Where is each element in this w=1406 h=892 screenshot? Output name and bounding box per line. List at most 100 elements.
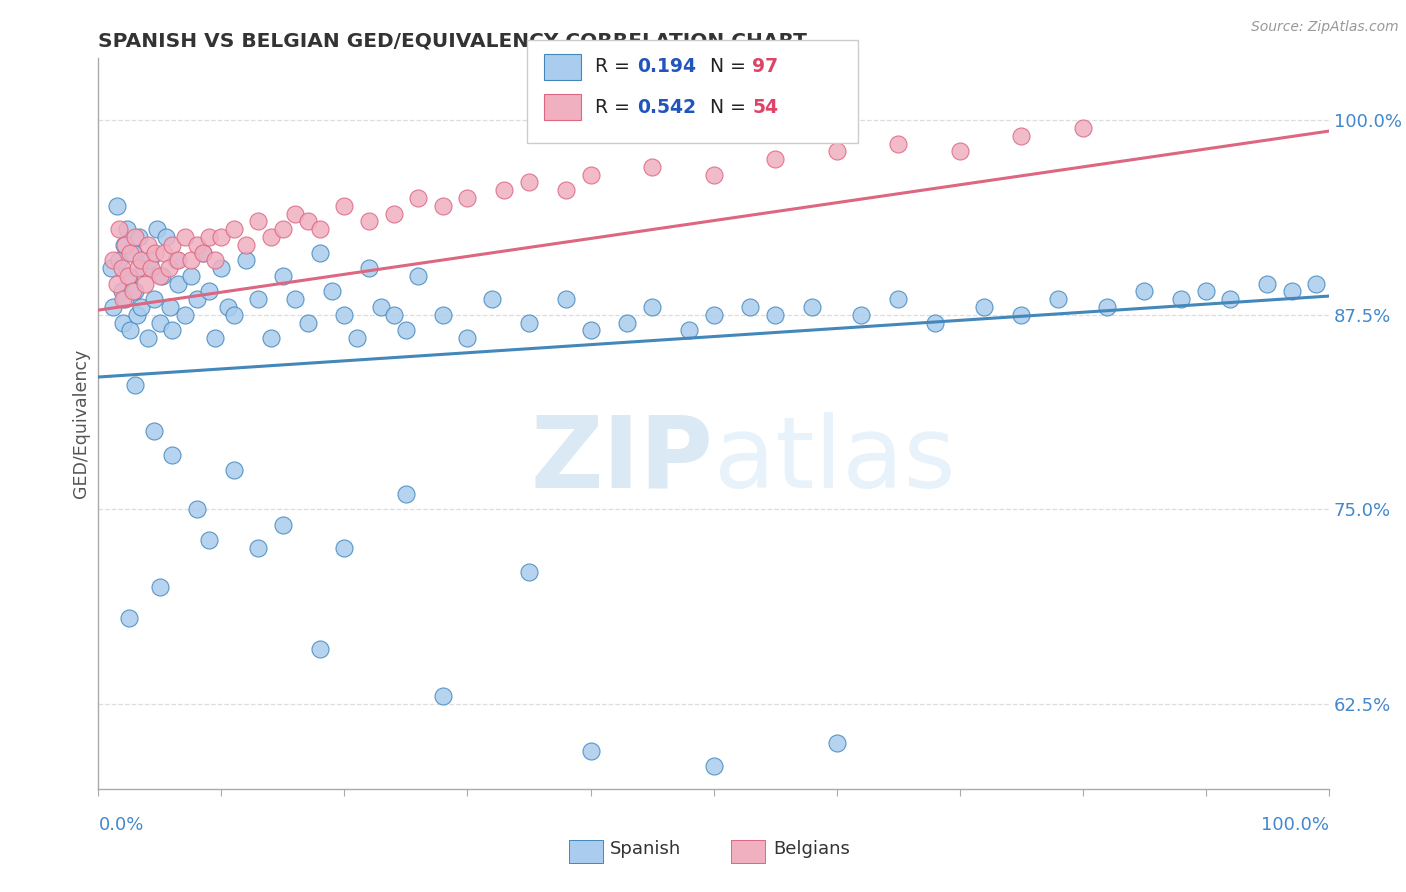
Point [359, 214, 381, 228]
Point [198, 533, 221, 548]
Point [127, 261, 149, 276]
Point [333, 199, 356, 213]
Point [579, 323, 602, 337]
Point [162, 323, 183, 337]
Point [1133, 285, 1156, 299]
Point [703, 308, 725, 322]
Text: ZIP: ZIP [530, 412, 714, 508]
Point [517, 316, 540, 330]
Point [284, 292, 307, 306]
Point [146, 222, 169, 236]
Point [152, 268, 174, 283]
Point [103, 300, 125, 314]
Point [887, 136, 910, 151]
Point [616, 316, 638, 330]
Point [143, 245, 166, 260]
Point [191, 245, 214, 260]
Text: 0.542: 0.542 [637, 97, 696, 117]
Point [1256, 277, 1278, 291]
Point [849, 308, 872, 322]
Point [260, 331, 283, 345]
Point [142, 425, 165, 439]
Point [703, 168, 725, 182]
Point [271, 222, 294, 236]
Point [763, 152, 786, 166]
Point [149, 580, 172, 594]
Point [115, 222, 138, 236]
Point [370, 300, 392, 314]
Point [1195, 285, 1218, 299]
Text: Belgians: Belgians [773, 840, 851, 858]
Point [641, 300, 664, 314]
Point [297, 316, 319, 330]
Point [235, 237, 257, 252]
Point [432, 689, 454, 703]
Point [1305, 277, 1327, 291]
Point [801, 300, 824, 314]
Point [134, 277, 156, 291]
Point [155, 230, 177, 244]
Point [112, 316, 135, 330]
Point [456, 191, 478, 205]
Text: N =: N = [710, 57, 752, 77]
Point [167, 277, 190, 291]
Point [100, 261, 122, 276]
Text: 0.0%: 0.0% [98, 816, 143, 834]
Point [740, 300, 762, 314]
Point [117, 268, 139, 283]
Point [382, 206, 405, 220]
Text: R =: R = [595, 57, 636, 77]
Point [122, 245, 145, 260]
Point [235, 253, 257, 268]
Point [198, 230, 221, 244]
Point [1071, 121, 1094, 136]
Point [149, 268, 172, 283]
Text: SPANISH VS BELGIAN GED/EQUIVALENCY CORRELATION CHART: SPANISH VS BELGIAN GED/EQUIVALENCY CORRE… [98, 31, 807, 50]
Point [180, 268, 202, 283]
Point [108, 253, 131, 268]
Point [118, 268, 141, 283]
Point [924, 316, 946, 330]
Point [108, 222, 131, 236]
Point [122, 285, 145, 299]
Point [103, 253, 125, 268]
Point [456, 331, 478, 345]
Point [120, 245, 142, 260]
Point [173, 230, 195, 244]
Point [180, 253, 202, 268]
Point [173, 308, 195, 322]
Point [118, 611, 141, 625]
Point [973, 300, 995, 314]
Point [159, 300, 181, 314]
Point [165, 253, 187, 268]
Point [111, 261, 134, 276]
Point [382, 308, 405, 322]
Point [517, 565, 540, 579]
Point [395, 323, 418, 337]
Point [124, 230, 146, 244]
Point [1010, 308, 1032, 322]
Point [333, 541, 356, 556]
Point [128, 230, 150, 244]
Point [124, 285, 146, 299]
Point [186, 502, 208, 516]
Point [139, 253, 162, 268]
Point [678, 323, 700, 337]
Point [141, 261, 163, 276]
Point [136, 237, 159, 252]
Point [131, 300, 153, 314]
Point [162, 448, 183, 462]
Point [114, 237, 136, 252]
Point [105, 199, 128, 213]
Point [198, 285, 221, 299]
Point [395, 487, 418, 501]
Point [1010, 128, 1032, 143]
Point [408, 191, 430, 205]
Point [162, 237, 183, 252]
Point [111, 285, 134, 299]
Point [222, 222, 245, 236]
Point [247, 541, 270, 556]
Point [186, 292, 208, 306]
Point [1219, 292, 1241, 306]
Text: 100.0%: 100.0% [1261, 816, 1329, 834]
